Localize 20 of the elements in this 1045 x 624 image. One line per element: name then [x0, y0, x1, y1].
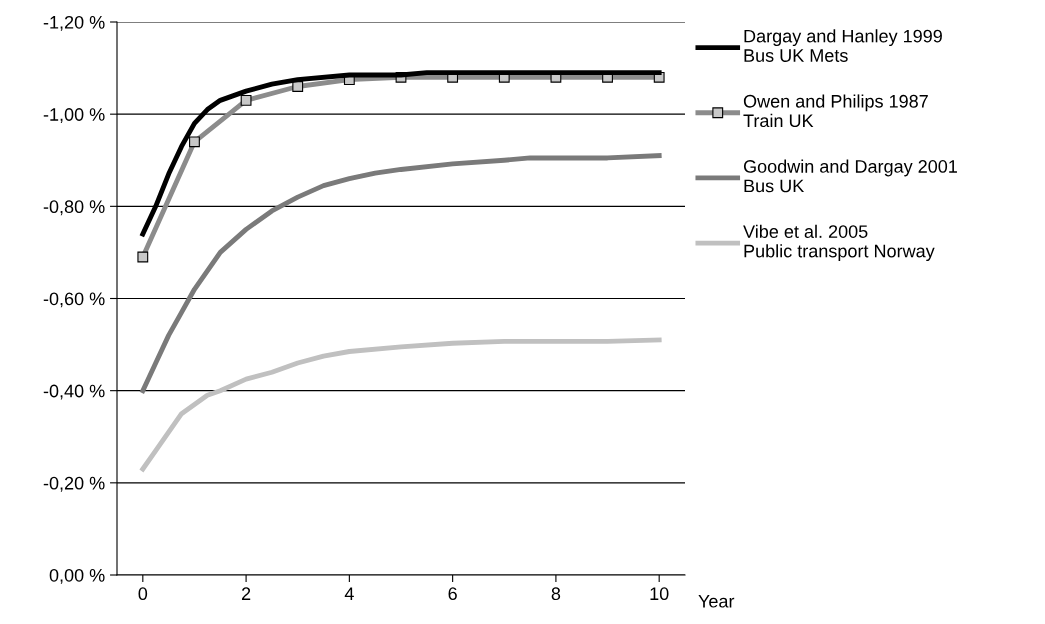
x-axis-title: Year [698, 595, 735, 608]
legend-label: Dargay and Hanley 1999 Bus UK Mets [744, 29, 942, 62]
y-tick-label: 0,00 % [49, 568, 105, 584]
legend-label: Vibe et al. 2005 Public transport Norway [743, 224, 935, 262]
x-tick-label: 0 [138, 587, 148, 601]
legend-label: Goodwin and Dargay 2001 Bus UK [743, 159, 957, 193]
legend-label: Owen and Philips 1987 Train UK [743, 94, 928, 128]
line-series [140, 153, 662, 394]
y-tick-label: -1,00 % [43, 108, 105, 124]
line-series [140, 337, 662, 472]
x-tick-label: 8 [551, 587, 561, 601]
x-tick-label: 6 [448, 587, 457, 601]
y-tick-label: -0,80 % [43, 200, 105, 216]
x-tick-label: 2 [241, 587, 251, 600]
y-tick-label: -0,20 % [43, 476, 105, 492]
y-tick-label: -0,60 % [43, 292, 105, 308]
x-tick-label: 10 [650, 587, 669, 601]
y-tick-label: -1,20 % [43, 15, 105, 31]
y-tick-label: -0,40 % [43, 384, 105, 400]
x-tick-label: 4 [344, 587, 354, 600]
